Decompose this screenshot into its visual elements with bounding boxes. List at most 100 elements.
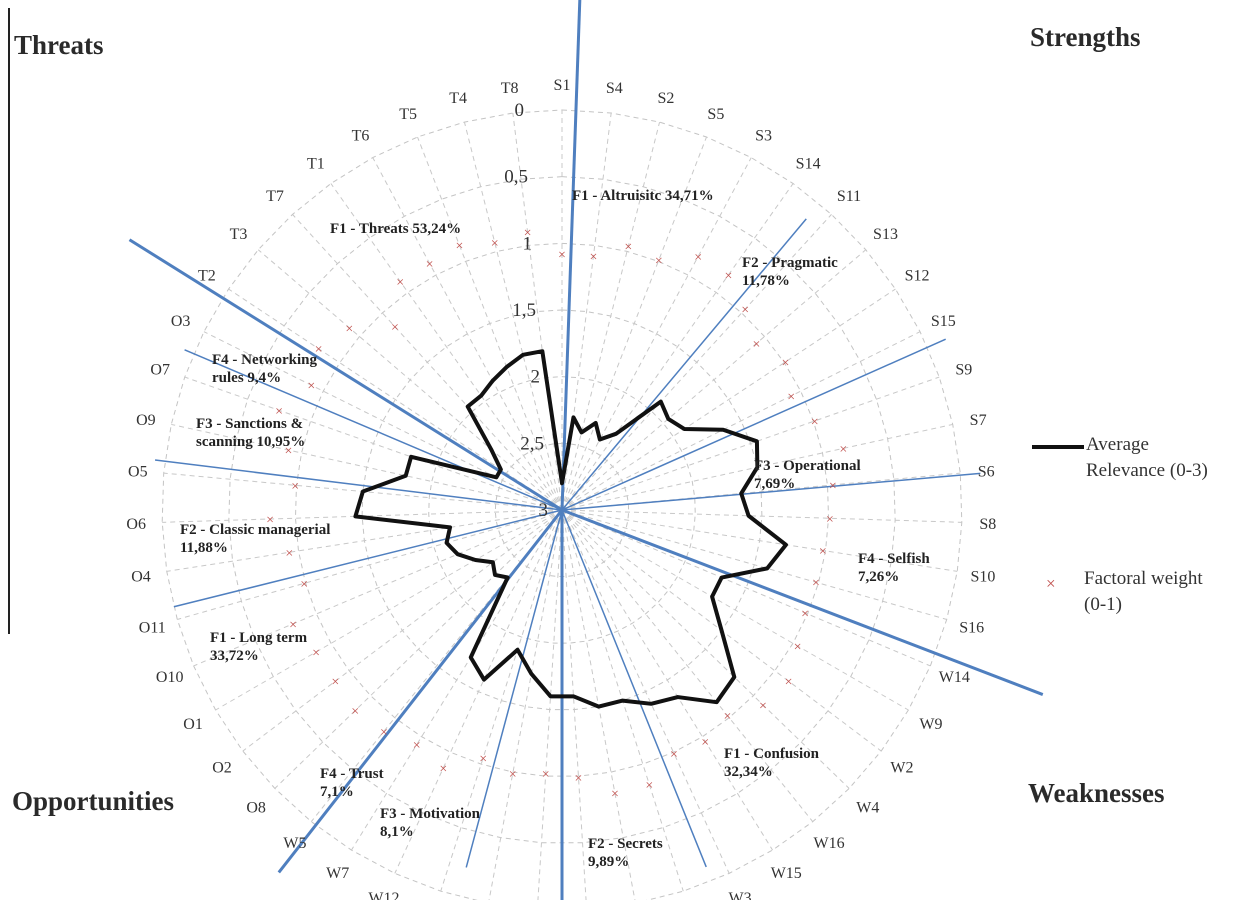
- category-label-O6: O6: [126, 516, 146, 533]
- spoke-W3: [561, 509, 730, 874]
- spoke-W11: [488, 509, 563, 900]
- legend-entry-factoral-weight: × Factoral weight (0-1): [1030, 568, 1245, 630]
- category-label-O8: O8: [246, 800, 266, 817]
- spoke-S8: [561, 509, 962, 523]
- sector-divider-4: [561, 508, 1044, 696]
- marker-S16: ×: [812, 576, 820, 591]
- category-label-W12: W12: [368, 890, 399, 900]
- category-label-O1: O1: [183, 716, 203, 733]
- category-label-S14: S14: [796, 155, 821, 172]
- spoke-O1: [215, 509, 563, 711]
- spoke-O2: [242, 509, 563, 752]
- marker-S8: ×: [826, 512, 834, 527]
- sector-divider-lines: [128, 0, 1044, 900]
- radial-tick-label: 3: [539, 500, 549, 521]
- marker-O3: ×: [307, 379, 315, 394]
- category-label-W16: W16: [814, 835, 845, 852]
- marker-S4: ×: [590, 250, 598, 265]
- category-label-S7: S7: [970, 412, 987, 429]
- legend-line-swatch: [1032, 445, 1084, 449]
- marker-S6: ×: [829, 479, 837, 494]
- radial-tick-label: 1,5: [512, 300, 536, 321]
- average-relevance-series: [353, 349, 788, 709]
- marker-W11: ×: [509, 767, 517, 782]
- radial-tick-label: 1: [523, 233, 533, 254]
- spoke-S11: [561, 214, 832, 511]
- factor-label-12: F1 - Threats 53,24%: [330, 221, 461, 237]
- factor-label-3: F4 - Selfish 7,26%: [858, 551, 930, 585]
- legend-label-line-2: (0-1): [1084, 594, 1122, 615]
- category-label-T2: T2: [198, 268, 216, 285]
- category-label-T4: T4: [449, 90, 467, 107]
- category-label-W2: W2: [890, 760, 913, 777]
- category-label-S4: S4: [606, 80, 623, 97]
- marker-W13: ×: [479, 752, 487, 767]
- category-label-T3: T3: [230, 226, 248, 243]
- factor-label-11: F4 - Networking rules 9,4%: [212, 352, 317, 386]
- marker-O9: ×: [285, 444, 293, 459]
- category-label-S13: S13: [873, 226, 898, 243]
- sector-divider-10: [154, 459, 563, 511]
- grid-ring-0: [161, 109, 963, 900]
- factor-label-0: F1 - Altruisitc 34,71%: [572, 188, 714, 204]
- legend-entry-average-relevance: Average Relevance (0-3): [1030, 430, 1245, 490]
- marker-W7: ×: [413, 739, 421, 754]
- sector-divider-0: [560, 0, 582, 511]
- marker-S1: ×: [558, 248, 566, 263]
- marker-W6: ×: [611, 787, 619, 802]
- marker-O4: ×: [285, 546, 293, 561]
- radial-tick-label: 2: [531, 367, 541, 388]
- category-label-S9: S9: [955, 361, 972, 378]
- category-label-O2: O2: [212, 760, 232, 777]
- marker-S14: ×: [724, 269, 732, 284]
- marker-S11: ×: [741, 303, 749, 318]
- marker-W2: ×: [785, 675, 793, 690]
- radial-tick-label: 0,5: [504, 167, 528, 188]
- spoke-W1: [537, 509, 563, 900]
- spoke-T2: [228, 288, 563, 511]
- marker-O2: ×: [331, 675, 339, 690]
- spoke-W12: [394, 509, 563, 874]
- quadrant-title-strengths: Strengths: [1030, 22, 1141, 52]
- marker-W4: ×: [759, 699, 767, 714]
- spoke-O3: [203, 331, 563, 511]
- factor-label-9: F2 - Classic managerial 11,88%: [180, 522, 330, 556]
- spoke-W16: [561, 509, 814, 822]
- marker-T7: ×: [391, 321, 399, 336]
- sector-divider-12: [128, 238, 563, 512]
- category-label-S1: S1: [554, 77, 571, 94]
- marker-W8: ×: [645, 778, 653, 793]
- category-label-W5: W5: [283, 835, 306, 852]
- marker-S15: ×: [787, 390, 795, 405]
- marker-T5: ×: [455, 239, 463, 254]
- spoke-S5: [561, 136, 707, 511]
- spoke-S9: [561, 376, 940, 511]
- spoke-S10: [561, 509, 958, 572]
- spoke-S2: [561, 121, 661, 511]
- marker-O6: ×: [266, 513, 274, 528]
- category-label-O7: O7: [150, 361, 170, 378]
- spoke-T1: [330, 183, 563, 511]
- spoke-W15: [561, 509, 773, 851]
- sector-divider-9: [173, 509, 563, 608]
- factor-label-8: F1 - Long term 33,72%: [210, 630, 308, 664]
- marker-S5: ×: [655, 254, 663, 269]
- legend-label-line-1: Average: [1086, 434, 1149, 455]
- marker-W3: ×: [670, 747, 678, 762]
- marker-W14: ×: [801, 607, 809, 622]
- factor-label-7: F4 - Trust 7,1%: [320, 766, 384, 800]
- category-label-T6: T6: [352, 128, 370, 145]
- legend-label-average-relevance: Average Relevance (0-3): [1086, 432, 1208, 484]
- marker-T3: ×: [345, 322, 353, 337]
- marker-S3: ×: [694, 250, 702, 265]
- spoke-W7: [351, 509, 563, 851]
- marker-W1: ×: [542, 767, 550, 782]
- sector-divider-1: [561, 218, 807, 511]
- spoke-S12: [561, 288, 896, 511]
- category-label-S8: S8: [979, 516, 996, 533]
- marker-O11: ×: [300, 577, 308, 592]
- legend-label-line-1: Factoral weight: [1084, 568, 1203, 589]
- category-label-T5: T5: [399, 106, 417, 123]
- category-label-T7: T7: [266, 188, 284, 205]
- marker-S12: ×: [781, 356, 789, 371]
